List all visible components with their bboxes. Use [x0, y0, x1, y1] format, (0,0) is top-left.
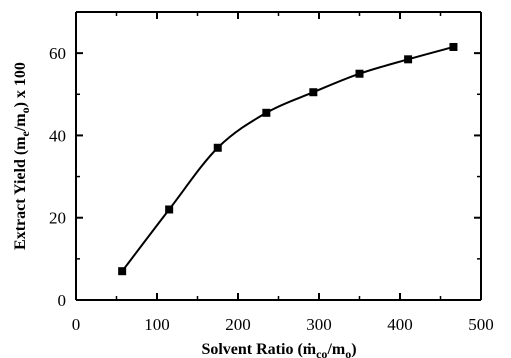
data-point-4 — [309, 88, 318, 97]
data-point-1 — [165, 205, 174, 214]
x-tick-label-2: 200 — [225, 315, 251, 334]
tick-labels: 0 100 200 300 400 500 0 20 40 60 — [49, 44, 494, 334]
data-point-2 — [213, 143, 222, 152]
data-point-5 — [355, 69, 364, 78]
series-markers — [118, 42, 458, 276]
y-tick-label-0: 0 — [58, 291, 67, 310]
x-tick-label-0: 0 — [72, 315, 81, 334]
series-line — [121, 46, 454, 272]
y-axis-title: Extract Yield (me/mo) x 100 — [12, 62, 32, 250]
data-point-3 — [262, 108, 271, 117]
y-tick-label-3: 60 — [49, 44, 66, 63]
x-tick-label-1: 100 — [144, 315, 170, 334]
data-point-7 — [449, 42, 458, 51]
ticks — [75, 12, 482, 301]
x-tick-label-5: 500 — [468, 315, 494, 334]
y-tick-label-1: 20 — [49, 209, 66, 228]
x-tick-label-4: 400 — [387, 315, 413, 334]
data-point-6 — [404, 55, 413, 64]
x-axis-title: Solvent Ratio (ṁco/mo) — [201, 341, 356, 358]
data-point-0 — [118, 267, 127, 276]
x-tick-label-3: 300 — [306, 315, 332, 334]
y-tick-label-2: 40 — [49, 126, 66, 145]
